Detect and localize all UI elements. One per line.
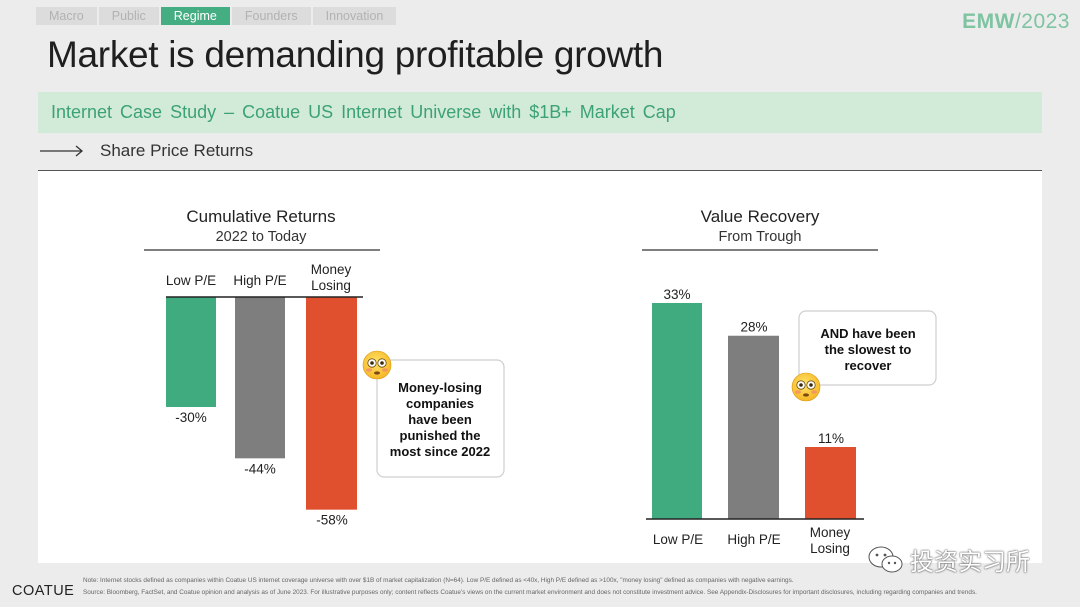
chart1-callout-text: Money-losing companies have been punishe…	[390, 380, 490, 459]
chart1-cat-low-pe: Low P/E	[166, 273, 216, 288]
charts-panel: Cumulative Returns 2022 to Today Low P/E…	[38, 170, 1042, 563]
chart2-callout-text: AND have been the slowest to recover	[820, 326, 915, 373]
chart1-callout-line5: most since 2022	[390, 444, 490, 459]
chart1-callout-box	[376, 359, 505, 478]
chart2-bar-money-losing	[805, 447, 856, 519]
chart1-callout-line3: have been	[408, 412, 472, 427]
chart1-cat-money-losing-line1: Money	[311, 262, 352, 277]
chart1-subtitle: 2022 to Today	[216, 229, 308, 245]
footer-logo: COATUE	[12, 583, 75, 599]
nav-tab-public[interactable]: Public	[98, 7, 159, 25]
chart2-label-money-losing: 11%	[818, 431, 844, 446]
case-study-banner: Internet Case Study – Coatue US Internet…	[38, 92, 1042, 133]
flushed-face-icon	[791, 372, 821, 402]
wechat-watermark: 投资实习所	[866, 542, 1030, 577]
chart1-label-high-pe: -44%	[244, 461, 276, 476]
chart1-label-money-losing: -58%	[316, 513, 348, 528]
brand-bold: EMW	[962, 10, 1015, 33]
chart1-bar-low-pe	[166, 297, 216, 407]
chart2-title: Value Recovery	[701, 207, 820, 226]
footnote-note: Note: Internet stocks defined as compani…	[83, 577, 794, 584]
chart2-subtitle: From Trough	[719, 229, 802, 245]
chart2-bar-high-pe	[728, 335, 779, 519]
chart2-callout-line3: recover	[845, 358, 892, 373]
chart1-callout-line2: companies	[406, 396, 474, 411]
section-nav: Macro Public Regime Founders Innovation	[36, 7, 398, 25]
nav-tab-regime[interactable]: Regime	[160, 7, 230, 25]
chart2-label-low-pe: 33%	[663, 287, 690, 302]
chart2-callout-line2: the slowest to	[825, 342, 912, 357]
brand-mark: EMW/2023	[962, 10, 1070, 34]
footnote-source: Source: Bloomberg, FactSet, and Coatue o…	[83, 589, 977, 596]
chart1-callout-line4: punished the	[400, 428, 481, 443]
chart2-cat-high-pe: High P/E	[727, 532, 780, 547]
brand-year: /2023	[1014, 10, 1070, 33]
nav-tab-macro[interactable]: Macro	[36, 7, 97, 25]
charts-svg: Cumulative Returns 2022 to Today Low P/E…	[144, 207, 937, 556]
chart1-title: Cumulative Returns	[186, 207, 335, 226]
chart2-callout-line1: AND have been	[820, 326, 915, 341]
chart1-label-low-pe: -30%	[175, 410, 207, 425]
chart1-bar-high-pe	[235, 297, 285, 459]
chart1-bar-money-losing	[306, 297, 357, 510]
page-title: Market is demanding profitable growth	[47, 34, 664, 75]
arrow-right-icon	[40, 145, 84, 157]
chart2-bar-low-pe	[652, 303, 702, 519]
nav-tab-founders[interactable]: Founders	[231, 7, 311, 25]
flushed-face-icon	[362, 350, 392, 380]
chart1-cat-money-losing-line2: Losing	[311, 278, 351, 293]
chart1-callout-line1: Money-losing	[398, 380, 482, 395]
subhead-label: Share Price Returns	[100, 141, 254, 160]
chart2-cat-money-losing-line1: Money	[810, 525, 851, 540]
chart2-label-high-pe: 28%	[740, 320, 767, 335]
chart1-cat-high-pe: High P/E	[233, 273, 286, 288]
chart2-cat-low-pe: Low P/E	[653, 532, 703, 547]
chart2-callout-box	[798, 310, 937, 386]
subhead: Share Price Returns	[40, 141, 253, 161]
wechat-icon	[868, 546, 903, 572]
nav-tab-innovation[interactable]: Innovation	[312, 7, 397, 25]
watermark-text: 投资实习所	[910, 549, 1030, 576]
chart2-cat-money-losing-line2: Losing	[810, 541, 850, 556]
